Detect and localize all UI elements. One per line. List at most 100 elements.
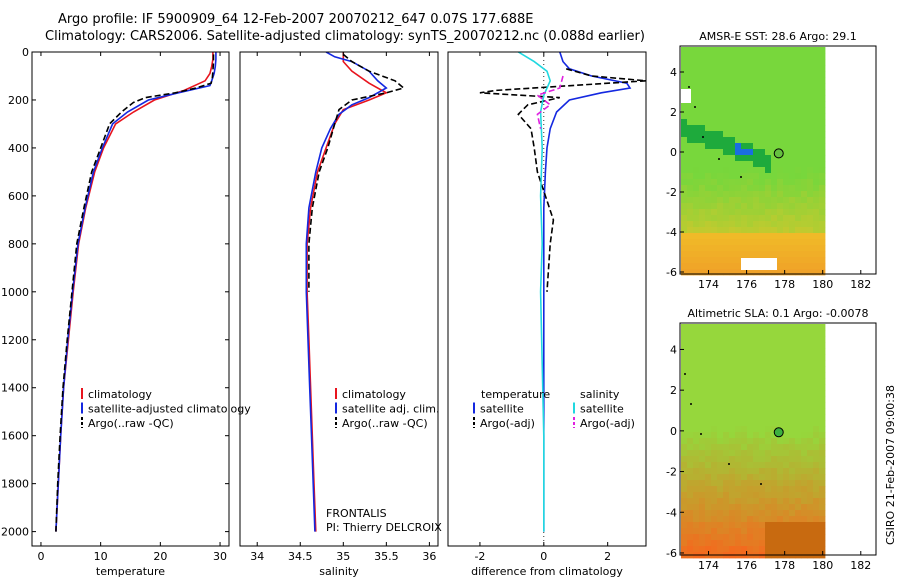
sla-map-cell [723,408,730,415]
sla-map-cell [771,420,778,427]
sla-map-cell [729,342,736,349]
sla-map-cell [741,516,748,523]
sst-map-cell [819,197,826,204]
sst-map-cell [795,221,802,228]
sla-map-cell [729,336,736,343]
sla-map-cell [705,480,712,487]
sla-map-cell [717,486,724,493]
sst-map-cell [747,215,754,222]
sla-map-cell [693,336,700,343]
sla-map-cell [735,516,742,523]
sst-map-cell [699,209,706,216]
sla-map-cell [789,426,796,433]
sst-map-cell [711,167,718,174]
sst-map-cell [687,185,694,192]
sla-map-cell [717,438,724,445]
sla-map-cell [819,366,826,373]
sla-map-cell [777,360,784,367]
sla-map-cell [699,492,706,499]
sla-map-cell [681,498,688,505]
sla-map-cell [801,462,808,469]
sst-map-cell [813,191,820,198]
sst-map-cell [753,89,760,96]
sst-map-cell [741,227,748,234]
salinity-series-2 [308,53,406,292]
sla-map-cell [711,390,718,397]
sla-map-cell [681,450,688,457]
sla-map-cell [741,390,748,397]
sst-map-cell [687,173,694,180]
sla-map-cell [795,516,802,523]
sst-map-cell [777,203,784,210]
sst-map-cell [813,47,820,54]
sst-map-cell [681,119,688,126]
sst-map-cell [705,257,712,264]
sst-map-cell [687,167,694,174]
sst-map-cell [801,161,808,168]
sla-map-cell [813,408,820,415]
sla-map-cell [753,390,760,397]
sst-map-cell [789,239,796,246]
sst-map-cell [819,233,826,240]
sla-map-cell [741,504,748,511]
sla-map-cell [729,492,736,499]
sst-map-cell [771,209,778,216]
sla-map-cell [687,468,694,475]
sst-map-cell [759,233,766,240]
sst-map-cell [747,131,754,138]
sla-map-cell [819,510,826,517]
sst-map-cell [711,191,718,198]
sla-map-cell [789,408,796,415]
sst-map-cell [765,143,772,150]
sla-map-cell [747,420,754,427]
sla-map-cell [753,354,760,361]
sla-map-cell [777,324,784,331]
sla-map-cell [819,474,826,481]
sst-map-cell [705,245,712,252]
sst-map-cell [717,245,724,252]
sla-map-cell [723,504,730,511]
sst-map-cell [813,107,820,114]
sla-map-cell [795,474,802,481]
sst-map-cell [723,191,730,198]
sla-map-cell [795,414,802,421]
sst-map-cell [717,221,724,228]
sla-map-cell [687,438,694,445]
sla-map-cell [789,516,796,523]
sla-map-cell [753,330,760,337]
sst-map-xtick-label: 180 [812,278,833,291]
sst-map-cell [783,239,790,246]
sst-map-cell [729,167,736,174]
sla-map-cell [813,438,820,445]
sla-map-cell [687,516,694,523]
sla-map-cell [705,396,712,403]
sst-map-cell [729,71,736,78]
sst-map-cell [795,77,802,84]
sla-map-cell [729,330,736,337]
sst-map-cell [723,269,730,276]
sla-map-cell [789,528,796,535]
sst-map-cell [813,233,820,240]
sst-map-cell [681,239,688,246]
temperature-ytick-label: 1400 [1,382,29,395]
sst-map-cell [807,173,814,180]
sst-map-cell [681,47,688,54]
sst-map-cell [693,221,700,228]
sst-map-cell [819,149,826,156]
sst-map-cell [723,155,730,162]
sst-map-cell [801,107,808,114]
sst-map-cell [777,209,784,216]
sla-map-cell [699,342,706,349]
sst-map-cell [729,143,736,150]
sst-map-cell [819,101,826,108]
sst-map-cell [789,251,796,258]
sla-map-cell [813,396,820,403]
sla-map-cell [729,360,736,367]
sst-map-cell [795,137,802,144]
sst-map-cell [789,77,796,84]
sst-map-cell [693,239,700,246]
sla-map-cell [741,492,748,499]
sst-map-cell [711,233,718,240]
sst-map-cell [807,119,814,126]
sla-map-cell [717,498,724,505]
